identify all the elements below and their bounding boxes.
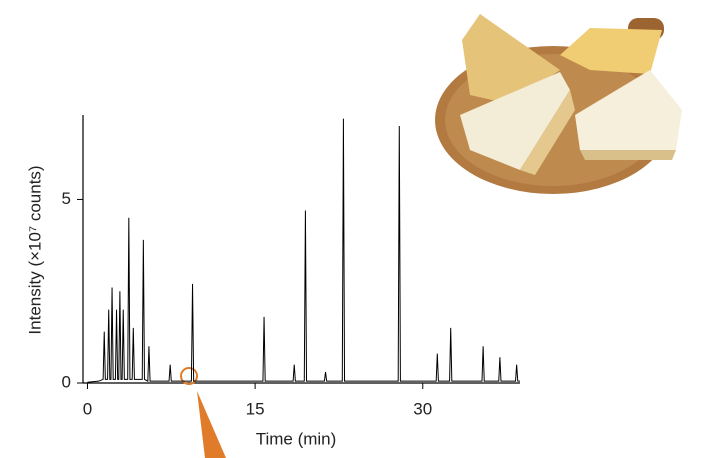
x-axis-title: Time (min) [256,429,337,448]
callout-pointer [197,391,226,458]
cheese-rind [520,90,575,175]
cheese-rind [580,150,676,160]
y-tick-label: 0 [62,372,71,391]
highlight-circle [180,367,198,385]
cheese-wedge [575,70,682,150]
y-tick-label: 5 [62,189,71,208]
cheese-wedge [460,72,570,170]
cheese-board-illustration [435,14,682,194]
chromatogram-line [87,118,520,383]
y-axis-title: Intensity (×10⁷ counts) [25,165,44,334]
x-tick-label: 15 [246,399,265,418]
cheese-wedge [560,28,662,74]
cheese-wedge [462,14,560,104]
x-tick-label: 0 [83,399,92,418]
x-tick-label: 30 [413,399,432,418]
